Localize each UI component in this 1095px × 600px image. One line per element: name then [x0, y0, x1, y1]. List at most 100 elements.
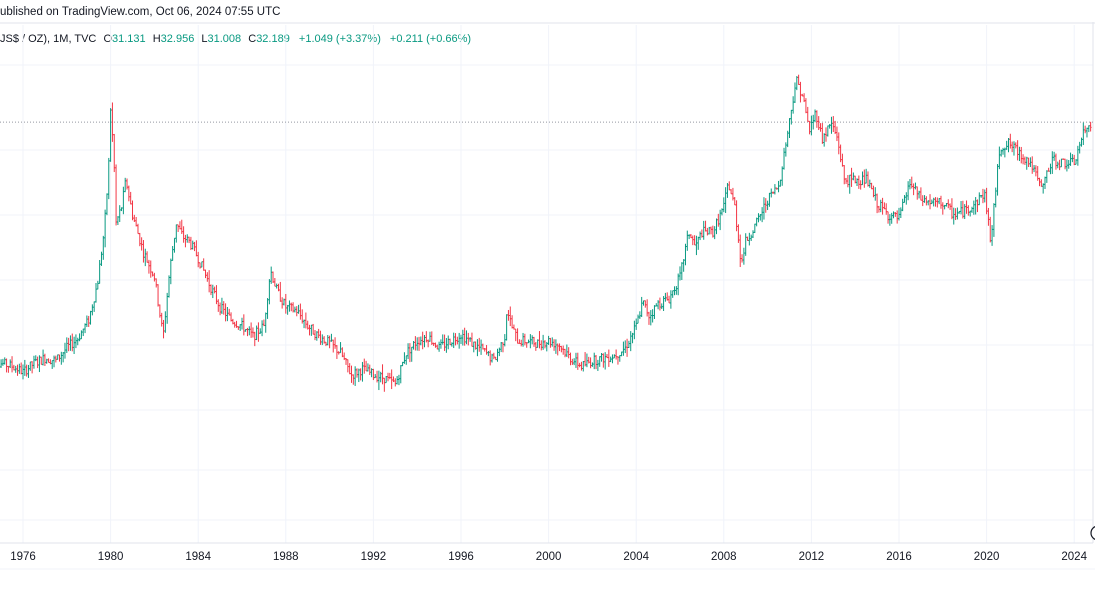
candle [930, 199, 933, 205]
candle [222, 301, 225, 315]
candle [635, 318, 638, 330]
candle [872, 185, 875, 198]
candle [695, 235, 698, 256]
candle [372, 368, 375, 381]
candle [921, 195, 924, 207]
candle [230, 312, 233, 322]
candle [777, 180, 780, 193]
candle [60, 351, 63, 365]
symbol-label[interactable]: JS$ / OZ), 1M, TVC [0, 33, 97, 45]
candle [981, 188, 984, 204]
candle [476, 339, 479, 357]
candle [1002, 147, 1005, 155]
candle [284, 293, 287, 314]
candle [618, 355, 621, 362]
candle [746, 236, 749, 241]
candle [960, 201, 963, 215]
candle [750, 234, 753, 241]
candle [0, 359, 3, 368]
candle [741, 254, 744, 263]
candle [585, 353, 588, 368]
candle [401, 361, 404, 367]
candle [244, 328, 247, 332]
candle [1067, 160, 1070, 169]
candle [348, 363, 351, 375]
candle [62, 352, 65, 363]
candle [255, 325, 258, 341]
candle [1045, 170, 1048, 183]
candle [693, 235, 696, 246]
candle [465, 330, 468, 345]
candle [961, 200, 964, 219]
candle [226, 307, 229, 322]
candle [616, 356, 619, 365]
candle [428, 331, 431, 342]
candle [126, 178, 129, 190]
x-tick-label-1996: 1996 [448, 551, 474, 563]
candle [1012, 141, 1015, 156]
candle [980, 194, 983, 198]
candle [1034, 165, 1037, 177]
candle [449, 338, 452, 346]
candle [733, 197, 736, 206]
candle [370, 368, 373, 378]
candle [273, 278, 276, 287]
candle [84, 323, 87, 334]
candle [1056, 161, 1059, 169]
candle [151, 271, 154, 277]
candle [704, 220, 707, 232]
candle [379, 371, 382, 383]
grid-layer [0, 22, 1095, 543]
candle [16, 364, 19, 376]
candle [852, 172, 855, 181]
candle [828, 124, 831, 129]
candle [565, 344, 568, 358]
candle [573, 358, 576, 366]
candle [135, 216, 138, 227]
candle [1051, 151, 1054, 174]
candle [281, 297, 284, 309]
candle [996, 164, 999, 196]
candle [708, 226, 711, 235]
candle [501, 342, 504, 353]
candle [1073, 154, 1076, 166]
candle [257, 322, 260, 342]
candle [202, 258, 205, 271]
candle [346, 359, 349, 373]
candle [795, 76, 798, 91]
candle [376, 370, 379, 383]
candle [994, 187, 997, 208]
candle [929, 194, 932, 210]
candle [133, 214, 136, 222]
candle [129, 191, 132, 205]
high-value: 32.956 [160, 33, 195, 45]
candle [976, 199, 979, 213]
candle [116, 216, 119, 226]
candle [337, 351, 340, 355]
candle [330, 333, 333, 342]
x-tick-label-2020: 2020 [974, 551, 1000, 563]
candle [421, 331, 424, 350]
candle [441, 334, 444, 345]
candle [954, 208, 957, 221]
candle [470, 332, 473, 347]
candle [715, 218, 718, 235]
candle [1036, 166, 1039, 181]
candle [950, 198, 953, 220]
candle [1062, 158, 1065, 160]
candle [963, 204, 966, 220]
candle [888, 214, 891, 226]
candle [450, 342, 453, 347]
candle [804, 98, 807, 114]
candle [118, 205, 121, 222]
candle [186, 234, 189, 243]
candle [23, 359, 26, 376]
candle [830, 116, 833, 134]
candle [49, 359, 52, 365]
candle [596, 359, 599, 371]
candle [905, 192, 908, 205]
candle [668, 295, 671, 304]
change-value: +1.049 (+3.37%) [298, 33, 381, 45]
candle [58, 354, 61, 362]
